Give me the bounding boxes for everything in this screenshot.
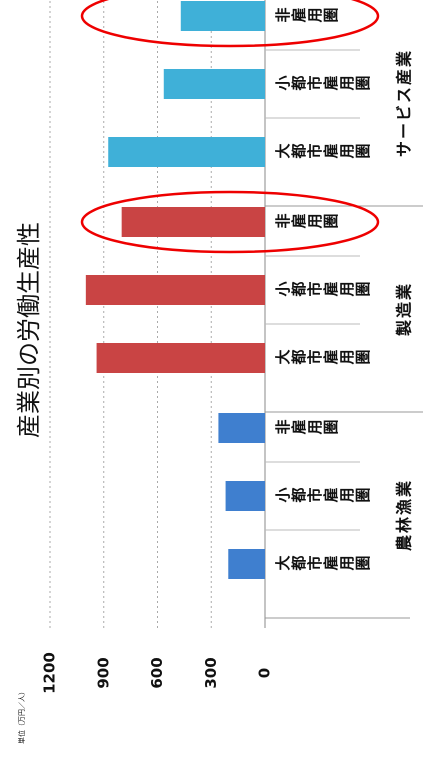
bar [228, 549, 265, 579]
unit-label: 単位（万円／人） [17, 688, 26, 744]
rotated-chart: 産業別の労働生産性 単位（万円／人） 03006009001200農林漁業大都市… [15, 0, 423, 744]
x-tick-label: 非雇用圏 [274, 213, 339, 231]
y-tick-label: 1200 [41, 652, 59, 694]
bar [180, 1, 266, 31]
chart-title: 産業別の労働生産性 [15, 222, 43, 438]
bar [163, 69, 265, 99]
group-label: 農林漁業 [395, 479, 414, 551]
y-tick-label: 0 [256, 668, 274, 678]
highlight [80, 0, 380, 48]
x-tick-label: 非雇用圏 [274, 7, 339, 25]
bar [96, 343, 266, 373]
group-label: 製造業 [395, 282, 414, 337]
highlight [80, 190, 380, 254]
group-label: サービス産業 [395, 49, 414, 157]
x-tick-label: 大都市雇用圏 [274, 555, 371, 573]
x-tick-label: 非雇用圏 [274, 419, 339, 437]
y-tick-label: 300 [202, 657, 220, 688]
x-tick-label: 小都市雇用圏 [275, 75, 371, 93]
bar [218, 413, 266, 443]
bar [121, 207, 265, 237]
bar [108, 137, 265, 167]
bar [225, 481, 265, 511]
x-tick-label: 大都市雇用圏 [274, 143, 371, 161]
y-tick-label: 600 [148, 657, 166, 688]
x-tick-label: 小都市雇用圏 [275, 281, 371, 299]
bar [85, 275, 266, 305]
y-tick-label: 900 [94, 657, 112, 688]
x-tick-label: 大都市雇用圏 [274, 349, 371, 367]
x-tick-label: 小都市雇用圏 [275, 487, 371, 505]
